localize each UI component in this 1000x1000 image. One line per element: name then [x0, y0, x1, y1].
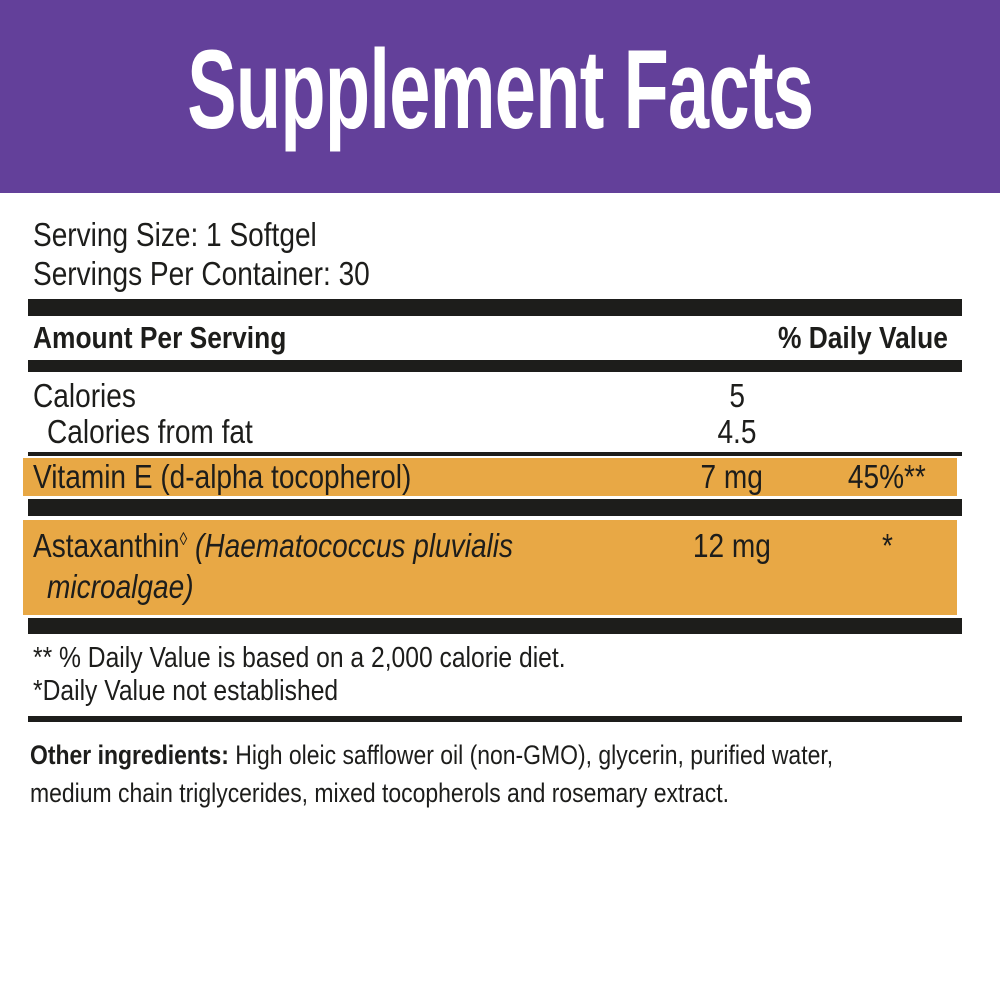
daily-value-cell [822, 377, 962, 415]
daily-value-header: % Daily Value [778, 320, 948, 355]
other-ingredients-section: Other ingredients: High oleic safflower … [28, 722, 962, 812]
table-row-calories: Calories 5 [28, 377, 962, 415]
footnote-not-established: *Daily Value not established [33, 675, 339, 707]
banner-title: Supplement Facts [186, 26, 814, 152]
separator-bar-top [28, 299, 962, 316]
serving-size-line: Serving Size: 1 Softgel [33, 215, 962, 254]
nutrient-name: Calories [33, 377, 136, 414]
latin-name-line2: microalgae) [47, 568, 194, 605]
amount-value: 4.5 [717, 413, 757, 450]
footnotes: ** % Daily Value is based on a 2,000 cal… [28, 634, 962, 712]
servings-per-container-line: Servings Per Container: 30 [33, 254, 962, 293]
amount-value: 12 mg [693, 527, 771, 564]
footnote-daily-value-basis: ** % Daily Value is based on a 2,000 cal… [33, 642, 566, 674]
table-row-astaxanthin: Astaxanthin◊ (Haematococcus pluvialis mi… [23, 520, 957, 615]
amount-value: 5 [729, 377, 745, 414]
separator-bar-bottom [28, 618, 962, 634]
astaxanthin-line1: Astaxanthin◊ (Haematococcus pluvialis [33, 527, 514, 564]
daily-value-cell [822, 413, 962, 451]
diamond-symbol: ◊ [179, 529, 188, 549]
other-ingredients-line1: Other ingredients: High oleic safflower … [30, 736, 962, 774]
nutrient-name: Calories from fat [47, 413, 253, 450]
separator-rule-thin [28, 452, 962, 456]
serving-info: Serving Size: 1 Softgel Servings Per Con… [28, 193, 962, 299]
nutrient-name: Vitamin E (d-alpha tocopherol) [33, 458, 412, 495]
table-row-calories-from-fat: Calories from fat 4.5 [28, 413, 962, 451]
other-ingredients-label: Other ingredients: [30, 740, 229, 770]
daily-value-cell: 45%** [848, 458, 926, 495]
other-ingredients-line2: medium chain triglycerides, mixed tocoph… [30, 774, 962, 812]
amount-per-serving-header: Amount Per Serving [33, 320, 287, 355]
separator-bar-header [28, 360, 962, 372]
other-ingredients-text-1: High oleic safflower oil (non-GMO), glyc… [228, 740, 834, 770]
table-header-row: Amount Per Serving % Daily Value [28, 316, 962, 360]
other-ingredients-text-2: medium chain triglycerides, mixed tocoph… [30, 778, 729, 808]
serving-size-text: Serving Size: 1 Softgel [33, 216, 317, 253]
label-body: Serving Size: 1 Softgel Servings Per Con… [23, 193, 962, 812]
servings-per-container-text: Servings Per Container: 30 [33, 255, 370, 292]
separator-rule-footer [28, 716, 962, 722]
nutrient-name: Astaxanthin◊ (Haematococcus pluvialis mi… [28, 525, 647, 607]
table-row-vitamin-e: Vitamin E (d-alpha tocopherol) 7 mg 45%*… [23, 458, 957, 496]
latin-name-line1: (Haematococcus pluvialis [187, 527, 514, 564]
separator-bar-mid [28, 499, 962, 516]
amount-value: 7 mg [700, 458, 764, 495]
astaxanthin-line2: microalgae) [33, 567, 647, 607]
daily-value-cell: * [881, 527, 893, 564]
banner: Supplement Facts [0, 0, 1000, 193]
